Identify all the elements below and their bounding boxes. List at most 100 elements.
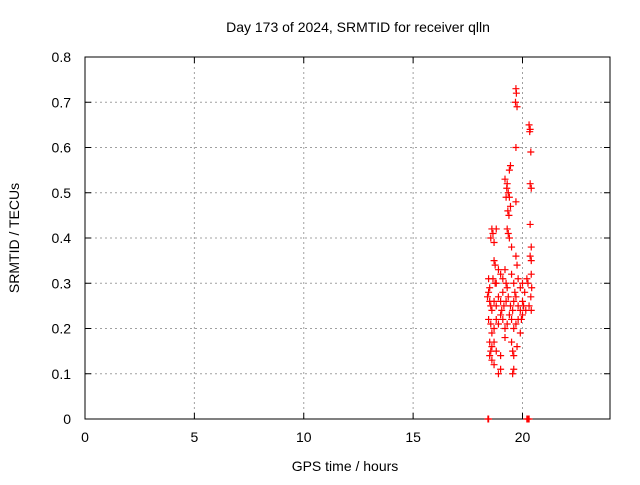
data-point <box>485 415 493 423</box>
y-tick-label: 0.8 <box>52 49 72 65</box>
data-point <box>504 189 512 197</box>
y-tick-label: 0.4 <box>52 230 72 246</box>
y-tick-labels: 0 0.1 0.2 0.3 0.4 0.5 0.6 0.7 0.8 <box>52 49 72 427</box>
data-point <box>527 184 535 192</box>
y-tick-label: 0.2 <box>52 321 72 337</box>
data-point <box>503 284 511 292</box>
data-point <box>488 306 496 314</box>
chart-title: Day 173 of 2024, SRMTID for receiver qll… <box>226 19 490 35</box>
y-tick-label: 0.6 <box>52 140 72 156</box>
data-point <box>528 284 536 292</box>
data-point <box>527 293 535 301</box>
x-tick-label: 10 <box>296 429 312 445</box>
data-point <box>501 325 509 332</box>
data-point <box>490 257 498 265</box>
x-tick-label: 0 <box>81 429 89 445</box>
data-point <box>513 103 521 111</box>
data-point <box>505 311 513 319</box>
data-point <box>527 243 535 251</box>
data-point <box>510 325 518 332</box>
y-tick-label: 0.3 <box>52 275 72 291</box>
data-point <box>494 293 502 301</box>
data-point <box>506 202 514 210</box>
data-point <box>499 288 507 296</box>
data-point <box>494 370 502 378</box>
data-point <box>508 315 516 323</box>
data-point <box>512 293 520 301</box>
data-point <box>519 311 526 319</box>
data-point <box>509 347 517 355</box>
data-point <box>485 275 493 283</box>
data-point <box>502 193 510 201</box>
data-point <box>498 306 506 314</box>
data-point <box>513 261 521 269</box>
y-tick-label: 0.7 <box>52 94 72 110</box>
data-point <box>491 261 499 269</box>
data-point <box>485 288 493 296</box>
data-point <box>497 270 505 278</box>
y-tick-label: 0 <box>63 411 71 427</box>
data-point <box>499 275 507 283</box>
data-point <box>511 288 519 296</box>
data-point <box>526 128 534 136</box>
data-point <box>521 288 529 296</box>
data-point <box>492 302 500 310</box>
data-point <box>501 334 509 342</box>
data-point <box>514 275 522 283</box>
data-point <box>517 315 525 323</box>
data-point <box>510 297 518 305</box>
data-point <box>500 302 508 310</box>
data-point <box>503 320 511 328</box>
x-axis-title: GPS time / hours <box>292 458 399 474</box>
data-point <box>490 338 498 346</box>
data-point <box>486 352 494 360</box>
data-point <box>497 352 505 360</box>
data-point <box>509 370 517 378</box>
data-point <box>516 284 524 292</box>
data-point <box>487 320 495 328</box>
tick-layer <box>84 56 610 420</box>
data-point <box>490 297 498 305</box>
data-point <box>508 338 516 346</box>
data-point <box>504 207 512 215</box>
data-point <box>499 315 507 323</box>
y-axis-title: SRMTID / TECUs <box>6 183 22 293</box>
data-point <box>505 211 513 219</box>
data-point <box>497 365 505 373</box>
data-point <box>501 175 509 183</box>
data-point <box>503 184 511 192</box>
data-point <box>490 239 498 247</box>
data-point <box>525 302 533 310</box>
data-point <box>491 279 499 287</box>
data-point <box>501 266 509 274</box>
data-point <box>508 243 516 251</box>
data-point <box>492 225 500 233</box>
x-tick-label: 5 <box>190 429 198 445</box>
data-point <box>512 98 519 106</box>
data-point <box>512 144 520 151</box>
data-point <box>527 270 535 278</box>
data-point <box>490 361 498 369</box>
data-point <box>526 180 534 188</box>
data-point <box>505 234 513 242</box>
data-point <box>513 343 521 351</box>
data-point <box>512 89 520 97</box>
data-point <box>489 229 497 237</box>
data-point <box>487 234 495 242</box>
y-tick-label: 0.1 <box>52 366 72 382</box>
data-point <box>492 347 500 355</box>
data-point <box>484 293 491 301</box>
data-point <box>502 279 510 287</box>
data-point <box>524 279 532 287</box>
data-point <box>485 315 493 323</box>
data-points <box>484 85 536 423</box>
data-point <box>504 293 512 301</box>
data-point <box>492 315 500 323</box>
data-point <box>512 320 520 328</box>
data-point <box>523 275 531 283</box>
data-point <box>525 415 533 423</box>
data-point <box>494 320 502 328</box>
